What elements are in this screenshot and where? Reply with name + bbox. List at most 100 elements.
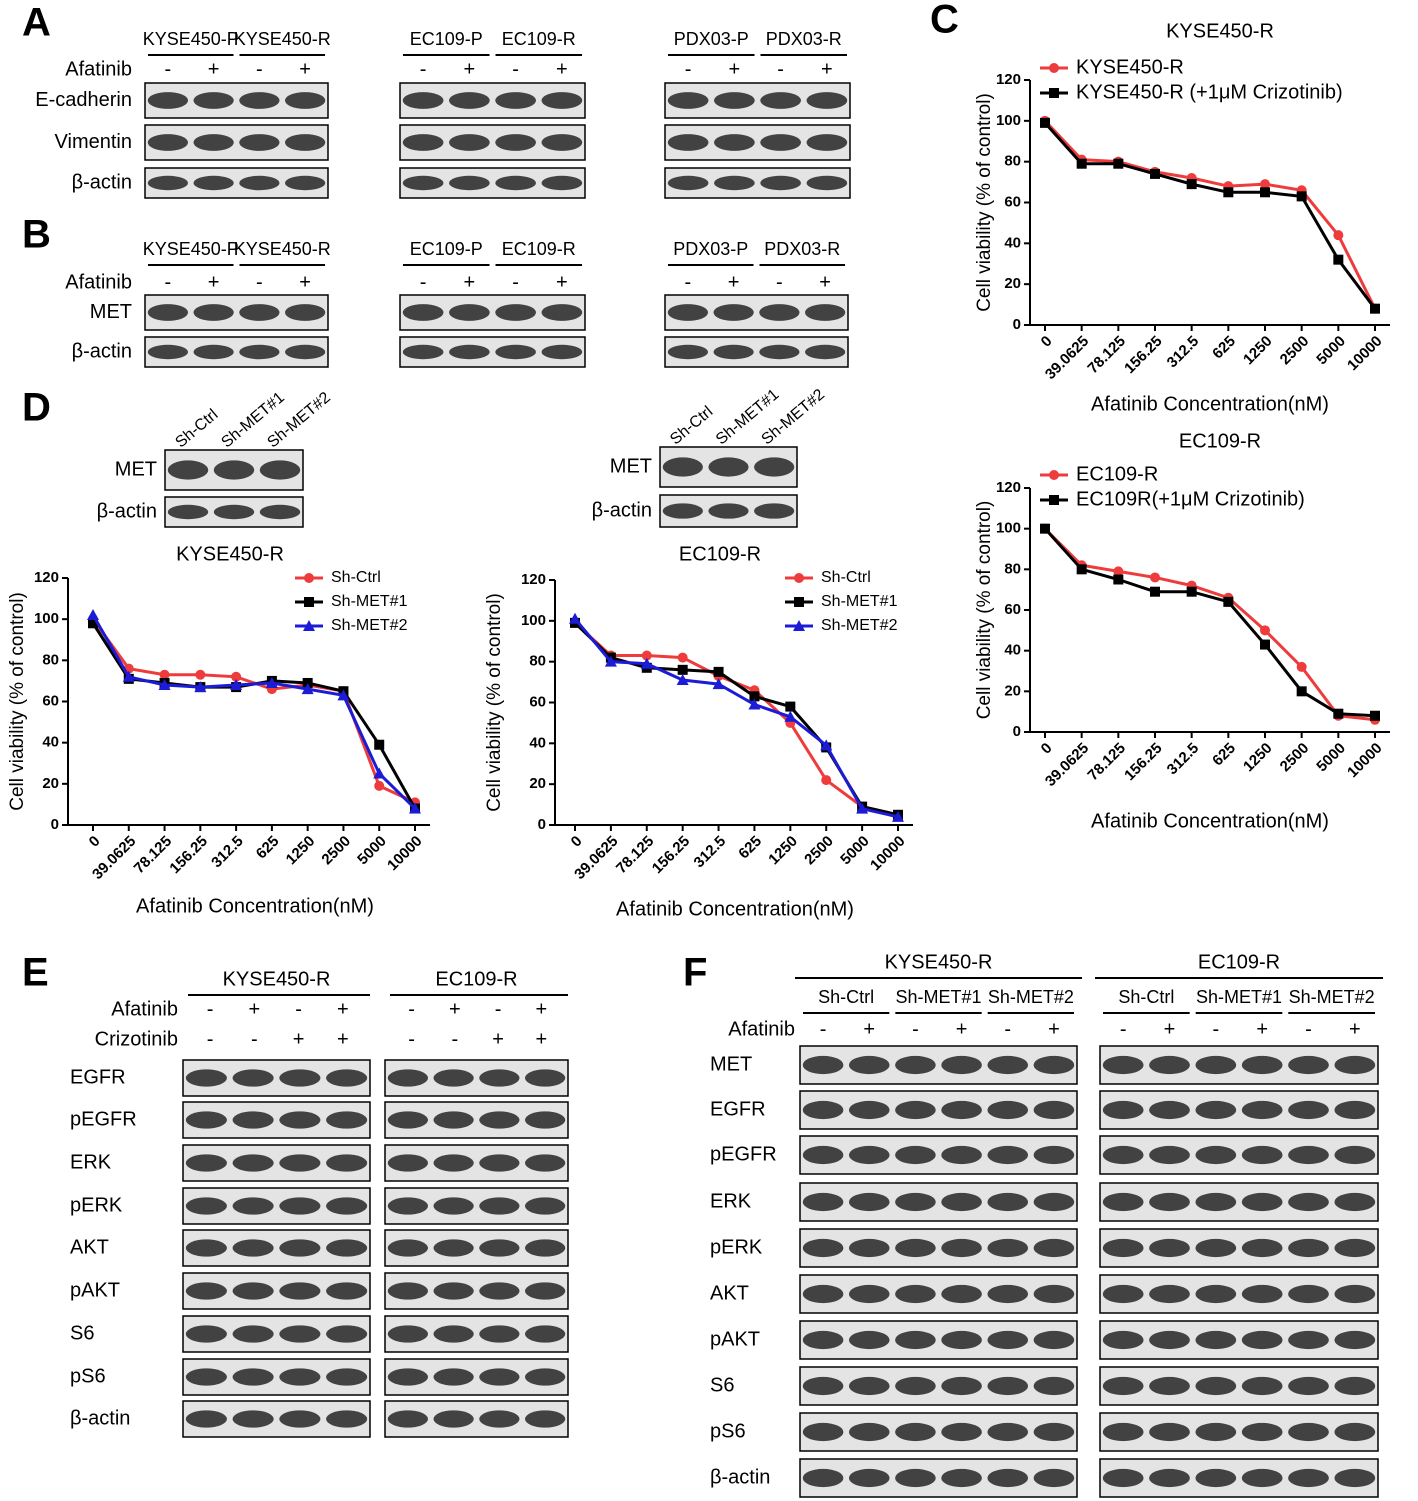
band <box>495 175 536 191</box>
band <box>1102 1055 1144 1075</box>
band <box>433 1197 474 1215</box>
series-line <box>1043 527 1376 718</box>
x-tick-label: 2500 <box>318 833 354 869</box>
marker <box>195 669 206 680</box>
band <box>1241 1145 1283 1165</box>
sign: - <box>165 271 172 293</box>
band <box>239 304 280 321</box>
marker <box>230 679 243 691</box>
blot <box>799 1182 1078 1222</box>
y-tick-label: 0 <box>51 816 59 833</box>
row-label: pERK <box>710 1236 763 1258</box>
band <box>848 1330 890 1350</box>
band <box>895 1238 936 1258</box>
band <box>479 1282 520 1300</box>
band <box>387 1197 429 1215</box>
band <box>848 1376 890 1396</box>
band <box>326 1239 368 1257</box>
marker <box>1296 191 1307 202</box>
legend-label: EC109-R <box>1076 463 1158 485</box>
row-label: pEGFR <box>70 1108 137 1130</box>
band <box>1033 1468 1075 1488</box>
band <box>232 1197 274 1215</box>
band <box>232 1368 274 1386</box>
band <box>524 1239 566 1257</box>
sign: + <box>299 58 311 80</box>
band <box>708 503 749 519</box>
band <box>1288 1376 1329 1396</box>
band <box>941 1422 982 1442</box>
y-tick-label: 60 <box>42 692 59 709</box>
marker <box>1260 639 1270 650</box>
y-tick-label: 80 <box>529 653 546 670</box>
band <box>802 1145 844 1165</box>
band <box>433 1239 474 1257</box>
band <box>279 1368 321 1386</box>
x-tick-label: 10000 <box>1344 740 1386 782</box>
y-axis-label: Cell viability (% of control) <box>974 93 995 312</box>
legend-label: KYSE450-R (+1μM Crizotinib) <box>1076 81 1343 103</box>
sign: - <box>777 58 784 80</box>
band <box>232 1325 274 1343</box>
sign: - <box>912 1018 919 1040</box>
marker <box>1150 586 1160 597</box>
band <box>1149 1422 1190 1442</box>
band <box>1288 1238 1329 1258</box>
x-tick-label: 156.25 <box>166 833 210 877</box>
marker <box>302 677 313 688</box>
band <box>479 1197 520 1215</box>
cell-line: KYSE450-R <box>234 239 331 259</box>
legend-label: EC109R(+1μM Crizotinib) <box>1076 488 1305 510</box>
cell-line: PDX03-R <box>764 239 840 259</box>
blot <box>1099 1090 1379 1130</box>
marker <box>1333 708 1344 719</box>
band <box>1149 1055 1190 1075</box>
band <box>714 92 755 109</box>
blot <box>1099 1458 1379 1498</box>
blot <box>799 1090 1078 1130</box>
band <box>802 1468 844 1488</box>
band <box>387 1069 429 1087</box>
band <box>279 1111 321 1129</box>
panel-letter: D <box>22 386 51 430</box>
marker <box>1113 566 1124 577</box>
marker <box>374 780 385 791</box>
band <box>1334 1422 1376 1442</box>
band <box>326 1197 368 1215</box>
band <box>848 1055 890 1075</box>
cell-line: PDX03-P <box>673 239 748 259</box>
blot <box>1099 1412 1379 1452</box>
band <box>1195 1284 1237 1304</box>
band <box>941 1238 982 1258</box>
row-label: β-actin <box>710 1466 770 1488</box>
y-tick-label: 20 <box>529 775 546 792</box>
band <box>941 1192 982 1212</box>
y-tick-label: 80 <box>1004 153 1021 170</box>
blot <box>1099 1320 1379 1360</box>
band <box>987 1284 1029 1304</box>
band <box>232 1410 274 1428</box>
y-tick-label: 100 <box>521 612 546 629</box>
marker <box>304 597 314 607</box>
band <box>708 457 749 477</box>
row-label: EGFR <box>710 1098 766 1120</box>
marker <box>677 652 688 663</box>
band <box>802 1422 844 1442</box>
band <box>495 304 536 321</box>
marker <box>1049 88 1059 98</box>
marker <box>820 739 833 751</box>
band <box>1195 1330 1237 1350</box>
sign: + <box>249 998 261 1020</box>
panel-letter: A <box>22 1 51 45</box>
band <box>147 344 189 360</box>
treatment-label: Afatinib <box>65 58 132 80</box>
marker <box>194 681 207 693</box>
band <box>387 1282 429 1300</box>
lane-label: Sh-Ctrl <box>172 406 221 451</box>
band <box>279 1325 321 1343</box>
marker <box>1296 686 1307 697</box>
sign: - <box>408 998 415 1020</box>
band <box>1288 1468 1329 1488</box>
band <box>387 1368 429 1386</box>
band <box>239 344 280 360</box>
